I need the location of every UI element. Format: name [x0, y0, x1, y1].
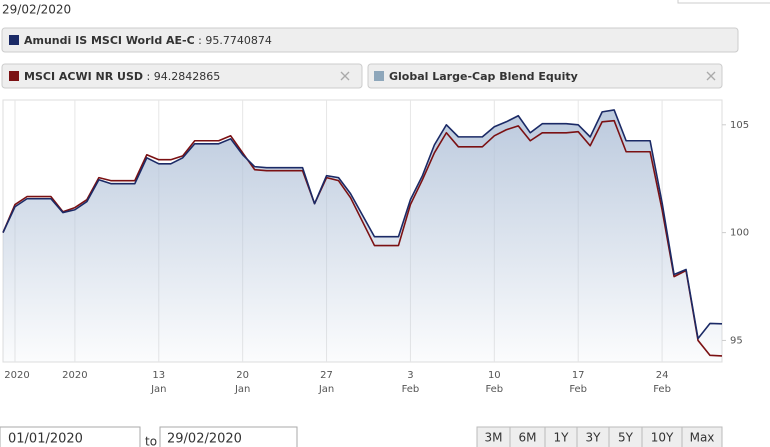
x-tick-label: 2020	[4, 370, 30, 381]
date-label: 29/02/2020	[2, 3, 71, 17]
legend-name: Global Large-Cap Blend Equity	[389, 70, 578, 83]
legend-swatch	[9, 71, 19, 81]
range-label: 10Y	[651, 431, 674, 445]
area-fill	[3, 109, 722, 362]
close-icon[interactable]	[706, 71, 716, 81]
legend-box[interactable]	[367, 63, 723, 89]
x-tick-label: 17 Feb	[569, 370, 588, 395]
y-tick-label: 95	[730, 335, 743, 346]
to-label: to	[145, 435, 157, 447]
y-tick-label: 100	[730, 228, 749, 239]
legend-swatch	[9, 35, 19, 45]
close-icon[interactable]	[340, 71, 350, 81]
range-label: 3Y	[586, 431, 602, 445]
date-input[interactable]	[159, 426, 298, 447]
legend-separator: :	[195, 34, 206, 47]
range-label: 6M	[519, 431, 537, 445]
range-button[interactable]	[681, 426, 723, 447]
x-tick-label: 2020	[62, 370, 88, 381]
y-tick-label: 105	[730, 120, 749, 131]
range-label: 5Y	[618, 431, 634, 445]
x-tick-label: 10 Feb	[485, 370, 504, 395]
x-tick-label: 27 Jan	[318, 370, 335, 395]
to-date: 29/02/2020	[167, 432, 242, 447]
date-input[interactable]	[0, 426, 141, 447]
range-label: 1Y	[554, 431, 570, 445]
from-date: 01/01/2020	[8, 432, 83, 447]
legend-name: MSCI ACWI NR USD	[24, 70, 143, 83]
x-tick-label: 20 Jan	[234, 370, 251, 395]
x-tick-label: 24 Feb	[653, 370, 671, 395]
legend-entry: Amundi IS MSCI World AE-C : 95.7740874	[24, 34, 272, 47]
top-box	[677, 0, 770, 4]
range-label: Max	[690, 431, 715, 445]
series-line	[2, 109, 723, 340]
legend-box[interactable]	[1, 63, 363, 89]
legend-swatch	[374, 71, 384, 81]
series-line	[2, 119, 723, 357]
legend-entry: MSCI ACWI NR USD : 94.2842865	[24, 70, 220, 83]
range-label: 3M	[485, 431, 503, 445]
legend-value: 95.7740874	[205, 34, 271, 47]
legend-value: 94.2842865	[154, 70, 220, 83]
legend-name: Amundi IS MSCI World AE-C	[24, 34, 195, 47]
x-tick-label: 3 Feb	[401, 370, 420, 395]
legend-box[interactable]	[1, 27, 739, 53]
legend-separator: :	[143, 70, 154, 83]
x-tick-label: 13 Jan	[151, 370, 167, 395]
